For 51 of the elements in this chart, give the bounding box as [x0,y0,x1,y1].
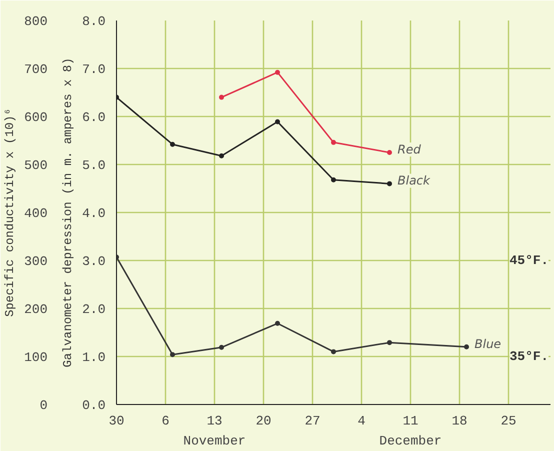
point [219,344,224,350]
y2-tick-label: 6.0 [82,110,106,125]
point [331,349,336,354]
y-tick-label: 300 [24,254,48,269]
point [331,140,336,145]
point [275,119,280,124]
text: November [183,434,246,448]
x-tick-label: 6 [162,414,170,428]
x-tick-label: 13 [206,414,222,428]
x-tick-label: 25 [500,414,516,428]
y2-axis-title: Galvanometer depression (in m. amperes x 8) [61,58,76,368]
y2-tick-label: 8.0 [82,14,106,29]
y-tick-label: 200 [24,302,48,317]
point [387,340,392,346]
y-tick-label: 400 [24,206,48,221]
x-tick-label: 20 [256,414,272,428]
point [464,344,469,350]
y-axis-title: Specific conductivity x (10)⁶ [3,108,18,317]
x-tick-label: 18 [452,414,468,428]
text: December [379,434,442,448]
y2-tick-label: 3.0 [82,254,106,269]
point [170,352,175,358]
point [219,153,224,158]
x-tick-label: 4 [358,414,366,428]
x-tick-label: 27 [304,414,320,428]
series-label: Blue [474,336,502,351]
y2-tick-label: 7.0 [82,62,106,77]
y2-tick-label: 4.0 [82,206,106,221]
x-tick-label: 11 [402,414,418,428]
y2-tick-label: 2.0 [82,302,106,317]
y-tick-label: 500 [24,158,48,173]
point [219,94,224,100]
y-tick-label: 800 [24,14,48,29]
y-tick-label: 0 [40,398,48,413]
series-label: Red [398,142,422,156]
point [331,177,336,182]
point [275,320,280,326]
annotation: 45°F. [509,253,549,268]
y2-tick-label: 1.0 [82,350,106,365]
y-tick-label: 600 [24,110,48,125]
point [275,70,280,75]
point [387,150,392,155]
x-tick-label: 30 [108,414,124,428]
point [170,142,175,147]
y2-tick-label: 5.0 [82,158,106,173]
annotation: 35°F. [509,349,549,364]
y-tick-label: 700 [24,62,48,77]
series-label: Black [398,174,432,188]
y2-tick-label: 0.0 [82,398,106,413]
point [387,181,392,186]
y-tick-label: 100 [24,350,48,365]
